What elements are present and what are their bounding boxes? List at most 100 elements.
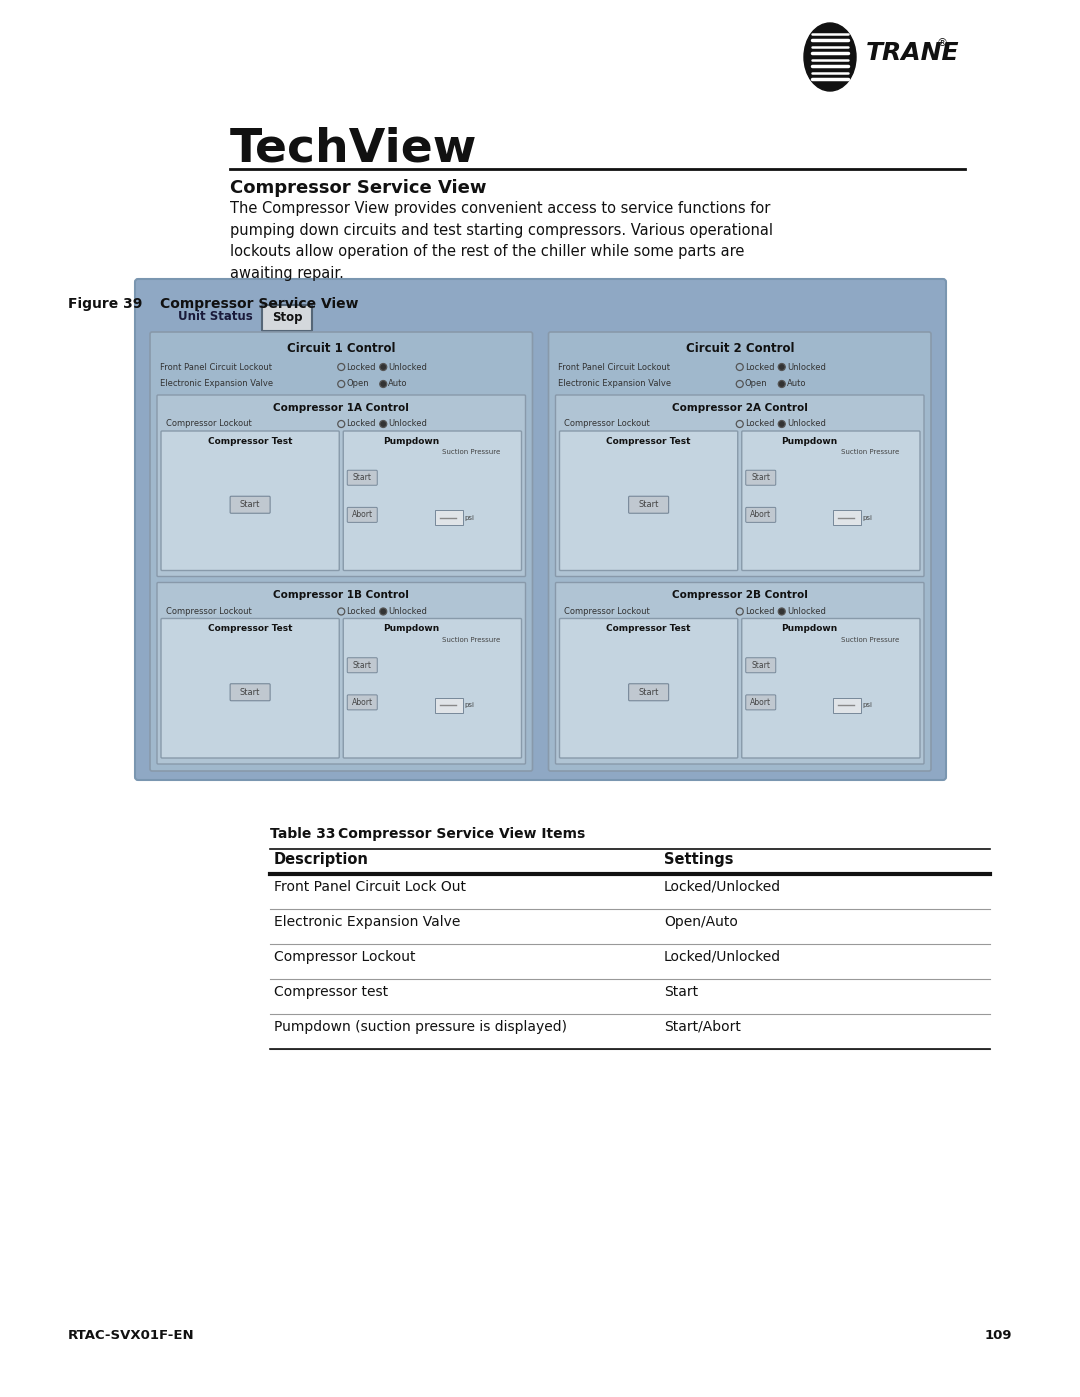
Circle shape [779, 380, 785, 387]
FancyBboxPatch shape [262, 305, 312, 331]
Circle shape [380, 420, 387, 427]
Text: Electronic Expansion Valve: Electronic Expansion Valve [274, 915, 460, 929]
Text: Suction Pressure: Suction Pressure [442, 448, 500, 455]
Text: Start: Start [353, 474, 372, 482]
FancyBboxPatch shape [555, 583, 924, 764]
Text: Suction Pressure: Suction Pressure [840, 448, 899, 455]
Text: Unlocked: Unlocked [388, 362, 427, 372]
Text: ®: ® [936, 38, 947, 47]
Text: Stop: Stop [272, 312, 302, 324]
Text: Figure 39: Figure 39 [68, 298, 143, 312]
Text: psi: psi [863, 514, 873, 521]
Text: Abort: Abort [352, 698, 373, 707]
Text: Compressor Service View: Compressor Service View [160, 298, 359, 312]
FancyBboxPatch shape [834, 697, 862, 712]
FancyBboxPatch shape [834, 510, 862, 525]
Circle shape [380, 608, 387, 615]
Text: Compressor 1B Control: Compressor 1B Control [273, 591, 409, 601]
Text: Locked: Locked [745, 419, 774, 429]
Text: Compressor 1A Control: Compressor 1A Control [273, 402, 409, 414]
Text: Compressor Test: Compressor Test [207, 436, 293, 446]
Text: RTAC-SVX01F-EN: RTAC-SVX01F-EN [68, 1329, 194, 1343]
Text: TechView: TechView [230, 127, 477, 172]
Text: Start: Start [638, 500, 659, 510]
FancyBboxPatch shape [746, 507, 775, 522]
Text: Compressor Lockout: Compressor Lockout [166, 608, 252, 616]
Text: Start: Start [664, 985, 698, 999]
Text: Unlocked: Unlocked [786, 419, 825, 429]
Text: Table 33: Table 33 [270, 827, 336, 841]
FancyBboxPatch shape [742, 432, 920, 570]
Text: Abort: Abort [751, 698, 771, 707]
Text: Pumpdown (suction pressure is displayed): Pumpdown (suction pressure is displayed) [274, 1020, 567, 1034]
Text: Description: Description [274, 852, 369, 868]
Text: Locked/Unlocked: Locked/Unlocked [664, 880, 781, 894]
FancyBboxPatch shape [348, 507, 377, 522]
Ellipse shape [804, 22, 856, 91]
Text: Settings: Settings [664, 852, 733, 868]
FancyBboxPatch shape [348, 471, 377, 485]
FancyBboxPatch shape [742, 619, 920, 759]
Text: Open: Open [745, 380, 768, 388]
Text: Start: Start [353, 661, 372, 669]
Text: Compressor test: Compressor test [274, 985, 388, 999]
Text: Abort: Abort [352, 510, 373, 520]
Text: Compressor Lockout: Compressor Lockout [166, 419, 252, 429]
Text: Circuit 1 Control: Circuit 1 Control [287, 341, 395, 355]
Text: Auto: Auto [786, 380, 807, 388]
Text: Compressor Test: Compressor Test [606, 624, 691, 633]
Text: Start: Start [752, 474, 770, 482]
Text: Start: Start [240, 500, 260, 510]
FancyBboxPatch shape [157, 395, 526, 577]
FancyBboxPatch shape [157, 583, 526, 764]
FancyBboxPatch shape [559, 432, 738, 570]
Text: Compressor Test: Compressor Test [207, 624, 293, 633]
Text: Locked/Unlocked: Locked/Unlocked [664, 950, 781, 964]
Text: Start: Start [638, 687, 659, 697]
Text: Unlocked: Unlocked [388, 419, 427, 429]
Text: Auto: Auto [388, 380, 408, 388]
Text: psi: psi [863, 703, 873, 708]
Text: Front Panel Circuit Lockout: Front Panel Circuit Lockout [160, 362, 272, 372]
FancyBboxPatch shape [348, 694, 377, 710]
Text: Electronic Expansion Valve: Electronic Expansion Valve [558, 380, 672, 388]
Text: Compressor Lockout: Compressor Lockout [274, 950, 416, 964]
FancyBboxPatch shape [135, 279, 946, 780]
Text: Compressor Test: Compressor Test [606, 436, 691, 446]
Text: Start: Start [752, 661, 770, 669]
Text: Pumpdown: Pumpdown [383, 436, 440, 446]
FancyBboxPatch shape [343, 432, 522, 570]
FancyBboxPatch shape [746, 658, 775, 673]
Text: psi: psi [464, 514, 474, 521]
FancyBboxPatch shape [559, 619, 738, 759]
FancyBboxPatch shape [555, 395, 924, 577]
Text: Pumpdown: Pumpdown [383, 624, 440, 633]
FancyBboxPatch shape [629, 683, 669, 701]
Text: Suction Pressure: Suction Pressure [442, 637, 500, 643]
Text: The Compressor View provides convenient access to service functions for
pumping : The Compressor View provides convenient … [230, 201, 773, 281]
Text: Compressor Service View: Compressor Service View [230, 179, 486, 197]
Text: 109: 109 [985, 1329, 1012, 1343]
FancyBboxPatch shape [230, 496, 270, 513]
Text: TRANE: TRANE [866, 41, 960, 66]
Text: Start/Abort: Start/Abort [664, 1020, 741, 1034]
Text: Locked: Locked [347, 419, 376, 429]
Text: Locked: Locked [347, 362, 376, 372]
FancyBboxPatch shape [435, 697, 463, 712]
Text: Start: Start [240, 687, 260, 697]
Text: Locked: Locked [347, 608, 376, 616]
FancyBboxPatch shape [161, 619, 339, 759]
Text: Unit Status: Unit Status [178, 310, 253, 324]
FancyBboxPatch shape [230, 683, 270, 701]
Text: Compressor 2A Control: Compressor 2A Control [672, 402, 808, 414]
Text: Front Panel Circuit Lockout: Front Panel Circuit Lockout [558, 362, 671, 372]
Circle shape [779, 420, 785, 427]
Text: Suction Pressure: Suction Pressure [840, 637, 899, 643]
Text: Compressor Service View Items: Compressor Service View Items [338, 827, 585, 841]
Text: Front Panel Circuit Lock Out: Front Panel Circuit Lock Out [274, 880, 465, 894]
Circle shape [779, 363, 785, 370]
Text: Locked: Locked [745, 362, 774, 372]
Text: Open/Auto: Open/Auto [664, 915, 738, 929]
Circle shape [779, 608, 785, 615]
Text: psi: psi [464, 703, 474, 708]
